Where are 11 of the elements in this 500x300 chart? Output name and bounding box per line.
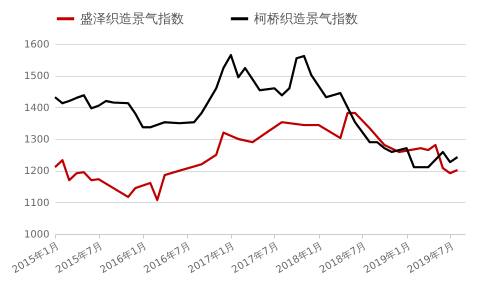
legend-label: 柯桥织造景气指数 [254, 12, 358, 27]
y-tick-label: 1300 [24, 134, 50, 146]
y-tick-label: 1000 [24, 230, 50, 240]
y-tick-label: 1100 [24, 198, 50, 209]
y-tick-label: 1600 [24, 40, 50, 50]
y-tick-label: 1200 [24, 166, 50, 178]
y-tick-label: 1500 [24, 71, 50, 82]
line-series [54, 112, 459, 202]
line-series [54, 54, 459, 168]
y-tick-label: 1400 [24, 102, 50, 114]
legend-label: 盛泽织造景气指数 [80, 12, 184, 27]
